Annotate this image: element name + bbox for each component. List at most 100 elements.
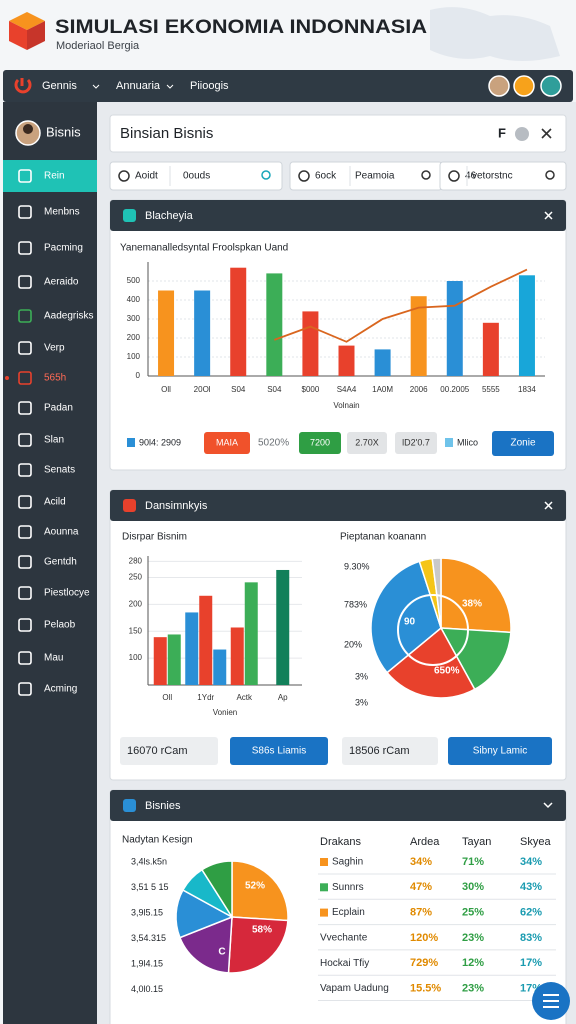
pie-annotation: 3% bbox=[355, 671, 368, 681]
table-cell: 71% bbox=[462, 856, 484, 868]
sidebar-item[interactable]: Pelaob bbox=[44, 620, 76, 631]
pie-slice bbox=[440, 557, 512, 634]
bar bbox=[194, 290, 211, 376]
pie-side-label: 3,54.315 bbox=[131, 933, 166, 943]
sidebar-item[interactable]: Rein bbox=[44, 171, 65, 182]
card-title: Dansimnkyis bbox=[145, 500, 208, 512]
x-tick-label: Oll bbox=[162, 693, 172, 702]
table-cell: 43% bbox=[520, 881, 542, 893]
sidebar-item[interactable]: 565h bbox=[44, 373, 66, 384]
sidebar-icon bbox=[18, 618, 32, 632]
x-tick-label: 00.2005 bbox=[440, 385, 469, 394]
card-close[interactable] bbox=[544, 211, 553, 220]
table-cell: 15.5% bbox=[410, 982, 441, 994]
pie-slice bbox=[370, 560, 442, 674]
pie-annotation: C bbox=[218, 947, 225, 958]
sidebar-item[interactable]: Aounna bbox=[44, 527, 79, 538]
table-cell: 34% bbox=[520, 856, 542, 868]
app-title: SIMULASI EKONOMIA INDONNASIA bbox=[55, 17, 427, 38]
table-cell: 25% bbox=[462, 907, 484, 919]
card-button[interactable] bbox=[492, 431, 554, 456]
sidebar-icon bbox=[18, 463, 32, 477]
sidebar-item[interactable]: Slan bbox=[44, 435, 64, 446]
sidebar-alert-dot bbox=[5, 376, 9, 380]
legend-pill bbox=[204, 432, 250, 454]
sidebar-icon bbox=[18, 555, 32, 569]
nav-avatar[interactable] bbox=[540, 75, 562, 97]
filter-box[interactable] bbox=[439, 161, 567, 191]
pie-side-label: 3,51 5 15 bbox=[131, 882, 169, 892]
x-tick-label: 20Ol bbox=[194, 385, 211, 394]
nav-avatar[interactable] bbox=[513, 75, 535, 97]
sidebar-icon bbox=[18, 586, 32, 600]
sidebar-item[interactable]: Mau bbox=[44, 653, 63, 664]
bar bbox=[185, 612, 199, 685]
y-tick-label: 400 bbox=[127, 295, 141, 304]
panel-close[interactable] bbox=[541, 128, 552, 139]
sidebar-item[interactable]: Aeraido bbox=[44, 277, 79, 288]
row-icon bbox=[320, 858, 328, 866]
nav-item[interactable]: Piioogis bbox=[190, 80, 229, 92]
x-tick-label: $000 bbox=[302, 385, 320, 394]
sidebar-icon bbox=[18, 401, 32, 415]
sidebar-item[interactable]: Acild bbox=[44, 497, 66, 508]
table-cell: Vvechante bbox=[320, 933, 368, 944]
filter-label: 6ock bbox=[315, 171, 337, 182]
sidebar-item[interactable]: Padan bbox=[44, 403, 73, 414]
sidebar-icon bbox=[18, 371, 32, 385]
filter-box[interactable] bbox=[109, 161, 283, 191]
x-tick-label: 2006 bbox=[410, 385, 428, 394]
x-tick-label: S04 bbox=[231, 385, 246, 394]
y-tick-label: 0 bbox=[136, 371, 141, 380]
row-icon bbox=[320, 883, 328, 892]
sidebar-icon bbox=[18, 309, 32, 323]
table-cell: 12% bbox=[462, 957, 484, 969]
pie-annotation: 650% bbox=[434, 666, 460, 677]
card-chevron[interactable] bbox=[543, 802, 553, 809]
legend-swatch bbox=[127, 438, 135, 447]
app-subtitle: Moderiaol Bergia bbox=[56, 40, 140, 52]
x-tick-label: 1834 bbox=[518, 385, 536, 394]
card-button[interactable] bbox=[448, 737, 552, 765]
sidebar-item[interactable]: Acming bbox=[44, 684, 77, 695]
bar bbox=[410, 296, 427, 376]
sidebar-icon bbox=[18, 682, 32, 696]
legend-pill bbox=[395, 432, 437, 454]
pie-annotation: 58% bbox=[252, 925, 272, 936]
legend-pill bbox=[347, 432, 387, 454]
sidebar-item[interactable]: Senats bbox=[44, 465, 75, 476]
sidebar-title: Bisnis bbox=[46, 124, 81, 139]
sidebar-item[interactable]: Piestlocye bbox=[44, 588, 90, 599]
sidebar-icon bbox=[18, 341, 32, 355]
sidebar-item[interactable]: Verp bbox=[44, 343, 65, 354]
table-cell: 120% bbox=[410, 932, 438, 944]
filter-value: 0ouds bbox=[183, 171, 210, 182]
card-close[interactable] bbox=[544, 501, 553, 510]
table-cell: 729% bbox=[410, 957, 438, 969]
x-tick-label: 5555 bbox=[482, 385, 500, 394]
sidebar-item[interactable]: Aadegrisks bbox=[44, 311, 93, 322]
sidebar-avatar-head bbox=[23, 124, 33, 134]
card-button[interactable] bbox=[230, 737, 328, 765]
sidebar-item[interactable]: Pacming bbox=[44, 243, 83, 254]
table-cell: 23% bbox=[462, 932, 484, 944]
bar bbox=[230, 267, 247, 376]
bar bbox=[374, 349, 391, 376]
sidebar-item[interactable]: Menbns bbox=[44, 207, 80, 218]
legend-item: lD2'0.7 bbox=[402, 437, 430, 447]
nav-avatar[interactable] bbox=[488, 75, 510, 97]
nav-item[interactable]: Annuaria bbox=[116, 80, 161, 92]
sidebar-item[interactable]: Gentdh bbox=[44, 557, 77, 568]
pie-slice bbox=[439, 627, 512, 691]
legend-item: Mlico bbox=[457, 437, 478, 447]
panel-toggle[interactable] bbox=[515, 127, 529, 141]
pie-annotation: 3% bbox=[355, 697, 368, 707]
pie-slice bbox=[386, 626, 476, 699]
nav-item[interactable]: Gennis bbox=[42, 80, 77, 92]
pie-slice bbox=[431, 557, 442, 629]
panel-title: Binsian Bisnis bbox=[120, 125, 213, 142]
x-tick-label: Actk bbox=[236, 693, 253, 702]
table-header: Drakans bbox=[320, 836, 361, 848]
table-header: Ardea bbox=[410, 836, 440, 848]
